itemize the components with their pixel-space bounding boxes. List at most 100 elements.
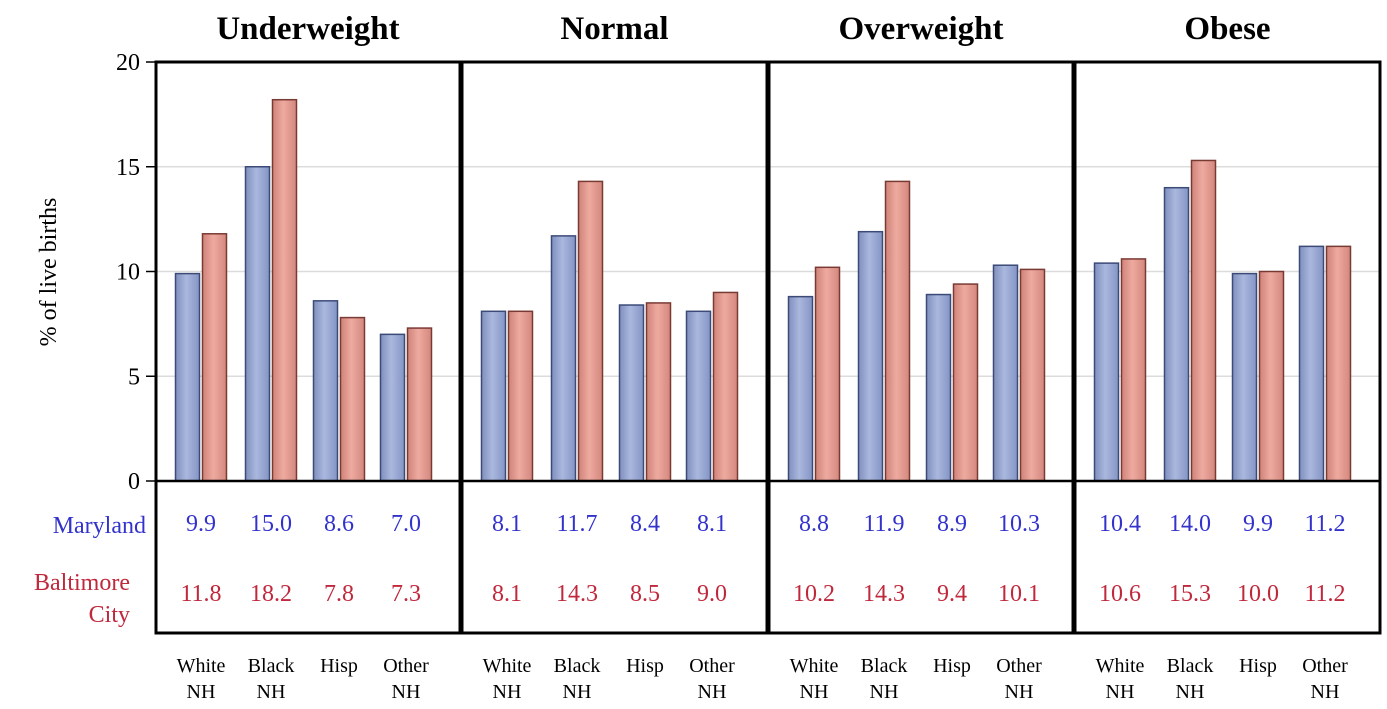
- bar: [339, 316, 366, 482]
- table-value: 9.9: [186, 511, 216, 537]
- bar: [174, 272, 201, 482]
- table-value: 14.0: [1169, 511, 1211, 537]
- category-label: Black: [554, 655, 601, 677]
- bar: [1019, 268, 1046, 482]
- category-label: NH: [1005, 681, 1034, 703]
- table-value: 15.0: [250, 511, 292, 537]
- category-label: Other: [383, 655, 429, 677]
- table-value: 9.4: [937, 581, 967, 607]
- category-label: NH: [698, 681, 727, 703]
- bar: [884, 180, 911, 482]
- table-value: 10.0: [1237, 581, 1279, 607]
- category-label: NH: [392, 681, 421, 703]
- bar: [1093, 262, 1120, 482]
- row-label-baltimore-city: City: [89, 602, 130, 628]
- category-label: Black: [861, 655, 908, 677]
- category-label: NH: [1311, 681, 1340, 703]
- bar: [550, 235, 577, 482]
- table-value: 11.7: [556, 511, 597, 537]
- row-label-maryland: Maryland: [53, 513, 146, 539]
- category-label: NH: [800, 681, 829, 703]
- category-label: NH: [493, 681, 522, 703]
- bar: [1190, 159, 1217, 482]
- category-label: Hisp: [933, 655, 971, 677]
- bars: [174, 98, 1352, 482]
- bar: [406, 327, 433, 482]
- category-label: White: [1096, 655, 1145, 677]
- bar: [992, 264, 1019, 482]
- bar: [618, 304, 645, 482]
- table-value: 8.1: [492, 581, 522, 607]
- category-label: White: [790, 655, 839, 677]
- category-label: NH: [870, 681, 899, 703]
- bar: [379, 333, 406, 482]
- category-label: Other: [689, 655, 735, 677]
- category-label: Other: [996, 655, 1042, 677]
- bar: [952, 283, 979, 482]
- bar: [1258, 270, 1285, 482]
- panel-title: Underweight: [216, 11, 399, 47]
- category-labels: White NH Black NH Hisp Other NH White NH Black NH H…: [177, 655, 1349, 703]
- table-value: 8.8: [799, 511, 829, 537]
- table-value: 7.0: [391, 511, 421, 537]
- category-label: Hisp: [1239, 655, 1277, 677]
- panel-frame: [1073, 60, 1382, 635]
- bar: [244, 166, 271, 482]
- panel-frame: [767, 60, 1075, 635]
- table-value: 18.2: [250, 581, 292, 607]
- category-label: Hisp: [626, 655, 664, 677]
- table-value: 10.6: [1099, 581, 1141, 607]
- bar: [814, 266, 841, 482]
- y-tick-label: 0: [128, 469, 140, 495]
- bar: [271, 98, 298, 482]
- category-label: Other: [1302, 655, 1348, 677]
- table-value: 15.3: [1169, 581, 1211, 607]
- table-value: 10.3: [998, 511, 1040, 537]
- category-label: Black: [248, 655, 295, 677]
- bar: [712, 291, 739, 482]
- y-tick-label: 10: [116, 260, 140, 286]
- table-value: 7.8: [324, 581, 354, 607]
- table-value: 11.2: [1304, 511, 1345, 537]
- table-value: 10.4: [1099, 511, 1141, 537]
- row-label-baltimore: Baltimore: [34, 570, 130, 596]
- table-value: 9.0: [697, 581, 727, 607]
- table-value: 8.6: [324, 511, 354, 537]
- y-tick-label: 15: [116, 155, 140, 181]
- table-value: 8.1: [697, 511, 727, 537]
- bar: [685, 310, 712, 482]
- category-label: White: [483, 655, 532, 677]
- table-value: 8.9: [937, 511, 967, 537]
- bar: [507, 310, 534, 482]
- table-value: 11.8: [180, 581, 221, 607]
- bar: [577, 180, 604, 482]
- category-label: NH: [257, 681, 286, 703]
- value-table: 9.9 15.0 8.6 7.0 11.8 18.2 7.8 7.3 8.1 11.7 8.4 8.1…: [180, 511, 1345, 607]
- y-tick-label: 20: [116, 50, 140, 76]
- panel-title: Overweight: [839, 11, 1004, 47]
- panel-titles: Underweight Normal Overweight Obese: [216, 11, 1270, 47]
- table-value: 7.3: [391, 581, 421, 607]
- category-label: NH: [1176, 681, 1205, 703]
- panel-title: Obese: [1184, 11, 1270, 47]
- category-label: NH: [187, 681, 216, 703]
- table-value: 14.3: [556, 581, 598, 607]
- category-label: NH: [563, 681, 592, 703]
- bar: [480, 310, 507, 482]
- category-label: White: [177, 655, 226, 677]
- bar: [857, 230, 884, 482]
- panel-title: Normal: [560, 11, 668, 47]
- table-value: 9.9: [1243, 511, 1273, 537]
- table-value: 10.2: [793, 581, 835, 607]
- bar: [1298, 245, 1325, 482]
- bar: [787, 295, 814, 482]
- bar: [1163, 186, 1190, 482]
- bar: [201, 233, 228, 482]
- bar: [1231, 272, 1258, 482]
- bar: [925, 293, 952, 482]
- bar: [1325, 245, 1352, 482]
- category-label: Hisp: [320, 655, 358, 677]
- category-label: NH: [1106, 681, 1135, 703]
- table-value: 8.4: [630, 511, 660, 537]
